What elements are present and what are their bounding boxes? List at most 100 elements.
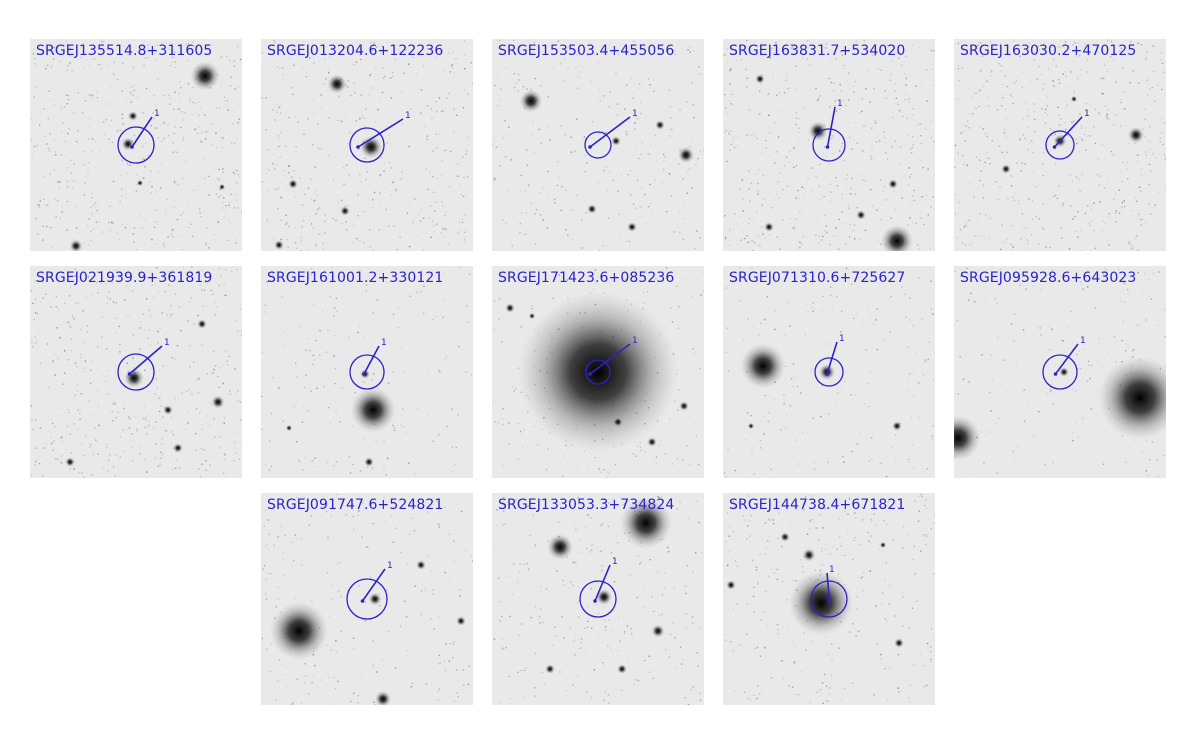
sky-image: 1 [261, 493, 473, 705]
source-marker-label: 1 [405, 111, 411, 121]
source-marker-label: 1 [612, 557, 618, 567]
sky-background [723, 39, 935, 251]
source-marker-label: 1 [632, 336, 638, 346]
star [505, 303, 515, 313]
source-marker-dot [828, 599, 832, 603]
source-marker-label: 1 [829, 565, 835, 575]
star [351, 388, 396, 433]
star [274, 240, 284, 250]
image-panel-6: SRGEJ021939.9+361819 1 [30, 266, 242, 478]
source-marker-label: 1 [154, 109, 160, 119]
panel-label: SRGEJ153503.4+455056 [498, 43, 674, 59]
source-marker-label: 1 [632, 109, 638, 119]
panel-label: SRGEJ161001.2+330121 [267, 270, 443, 286]
star [212, 396, 225, 409]
source-marker-dot [356, 145, 360, 149]
source-marker-dot [128, 372, 132, 376]
star [894, 638, 904, 648]
image-panel-3: SRGEJ153503.4+455056 1 [492, 39, 704, 251]
star [613, 417, 623, 427]
source-marker-dot [1054, 372, 1058, 376]
star [888, 179, 898, 189]
panel-label: SRGEJ021939.9+361819 [36, 270, 212, 286]
star [197, 319, 207, 329]
image-panel-2: SRGEJ013204.6+122236 1 [261, 39, 473, 251]
star [679, 401, 689, 411]
star [173, 443, 183, 453]
sky-image: 1 [30, 266, 242, 478]
sky-image: 1 [492, 39, 704, 251]
source-marker-dot [588, 145, 592, 149]
source-marker-label: 1 [381, 338, 387, 348]
panel-label: SRGEJ071310.6+725627 [729, 270, 905, 286]
panel-label: SRGEJ091747.6+524821 [267, 497, 443, 513]
sky-image: 1 [261, 266, 473, 478]
panel-label: SRGEJ135514.8+311605 [36, 43, 212, 59]
star [1059, 367, 1069, 377]
star [286, 425, 292, 431]
star [340, 206, 350, 216]
star [520, 90, 542, 112]
star [808, 121, 827, 140]
sky-background [492, 39, 704, 251]
star [547, 534, 573, 560]
panel-label: SRGEJ144738.4+671821 [729, 497, 905, 513]
source-marker-label: 1 [837, 99, 843, 109]
star [288, 179, 298, 189]
star [892, 421, 902, 431]
sky-image: 1 [723, 493, 935, 705]
source-marker-label: 1 [1084, 109, 1090, 119]
source-marker-dot [1053, 145, 1057, 149]
star [219, 184, 225, 190]
image-panel-5: SRGEJ163030.2+470125 1 [954, 39, 1166, 251]
panel-label: SRGEJ171423.6+085236 [498, 270, 674, 286]
panel-label: SRGEJ095928.6+643023 [960, 270, 1136, 286]
star [617, 664, 627, 674]
source-marker-dot [588, 372, 592, 376]
image-panel-9: SRGEJ071310.6+725627 1 [723, 266, 935, 478]
source-marker-label: 1 [387, 561, 393, 571]
star [803, 549, 816, 562]
image-panel-12: SRGEJ133053.3+734824 1 [492, 493, 704, 705]
star [652, 625, 665, 638]
star [416, 560, 426, 570]
sky-image: 1 [954, 266, 1166, 478]
source-marker-label: 1 [164, 338, 170, 348]
star [1071, 96, 1077, 102]
star [124, 368, 143, 387]
star [748, 423, 754, 429]
star [137, 180, 143, 186]
sky-image: 1 [723, 39, 935, 251]
source-marker-dot [593, 599, 597, 603]
source-marker-dot [826, 145, 830, 149]
source-marker-label: 1 [839, 334, 845, 344]
image-panel-4: SRGEJ163831.7+534020 1 [723, 39, 935, 251]
sky-image: 1 [492, 266, 704, 478]
image-panel-8: SRGEJ171423.6+085236 1 [492, 266, 704, 478]
star [780, 532, 790, 542]
sky-image: 1 [492, 493, 704, 705]
star [741, 344, 786, 389]
star [545, 664, 555, 674]
sky-image: 1 [30, 39, 242, 251]
image-panel-11: SRGEJ091747.6+524821 1 [261, 493, 473, 705]
sky-image: 1 [723, 266, 935, 478]
source-marker-dot [362, 372, 366, 376]
sky-background [261, 493, 473, 705]
star [611, 136, 621, 146]
star [647, 437, 657, 447]
star [191, 62, 220, 91]
star [128, 111, 138, 121]
star [1001, 164, 1011, 174]
star [726, 580, 736, 590]
star [627, 222, 637, 232]
source-marker-dot [361, 599, 365, 603]
star [1128, 127, 1144, 143]
image-panel-7: SRGEJ161001.2+330121 1 [261, 266, 473, 478]
source-marker-label: 1 [1080, 336, 1086, 346]
source-marker-dot [130, 145, 134, 149]
star [655, 120, 665, 130]
panel-label: SRGEJ013204.6+122236 [267, 43, 443, 59]
image-panel-10: SRGEJ095928.6+643023 1 [954, 266, 1166, 478]
star [587, 204, 597, 214]
